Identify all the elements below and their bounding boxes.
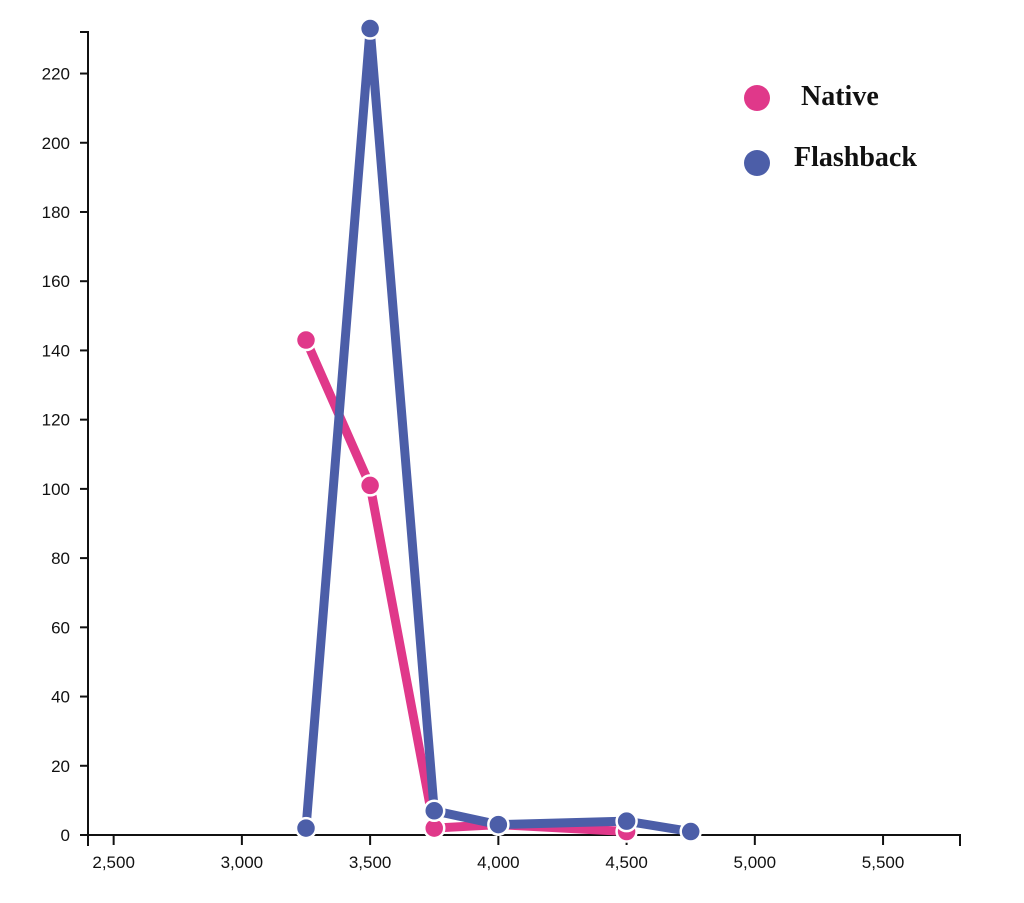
axes: 0 20 40 60 80 100 120 140 160 180 200 220 2,500 3,00… bbox=[42, 31, 961, 872]
legend-label-native: Native bbox=[801, 81, 879, 112]
x-tick-label: 3,500 bbox=[349, 853, 392, 872]
data-point-native bbox=[294, 328, 318, 352]
series-line-flashback bbox=[301, 28, 692, 836]
x-ticks: 2,500 3,000 3,500 4,000 4,500 5,000 5,500 bbox=[92, 835, 904, 872]
data-point-flashback bbox=[679, 820, 702, 843]
legend-item-flashback: Flashback bbox=[744, 142, 917, 176]
legend-dot-flashback bbox=[744, 150, 770, 176]
series-line-native bbox=[301, 338, 627, 837]
y-axis-line bbox=[80, 31, 89, 836]
y-tick-label: 220 bbox=[42, 65, 70, 84]
y-tick-label: 120 bbox=[42, 411, 70, 430]
y-tick-label: 140 bbox=[42, 341, 70, 360]
data-point-native bbox=[358, 474, 382, 497]
legend-item-native: Native bbox=[744, 81, 879, 112]
y-tick-label: 160 bbox=[42, 272, 70, 291]
y-tick-label: 180 bbox=[42, 203, 70, 222]
data-point-flashback bbox=[358, 17, 382, 40]
y-ticks: 0 20 40 60 80 100 120 140 160 180 200 220 bbox=[42, 65, 88, 845]
legend: Native Flashback bbox=[744, 81, 917, 176]
x-tick-label: 5,000 bbox=[734, 853, 777, 872]
legend-dot-native bbox=[744, 85, 770, 111]
y-tick-label: 80 bbox=[51, 549, 70, 568]
x-tick-label: 3,000 bbox=[221, 853, 264, 872]
data-point-flashback bbox=[294, 816, 318, 840]
data-point-flashback bbox=[422, 799, 446, 823]
y-tick-label: 100 bbox=[42, 480, 70, 499]
y-tick-label: 60 bbox=[51, 618, 70, 637]
x-tick-label: 4,000 bbox=[477, 853, 520, 872]
x-axis-line bbox=[87, 834, 961, 846]
series-flashback bbox=[294, 17, 702, 843]
data-point-flashback bbox=[487, 813, 510, 836]
x-tick-label: 5,500 bbox=[862, 853, 905, 872]
data-point-flashback bbox=[615, 809, 638, 833]
series-native bbox=[294, 328, 638, 843]
legend-label-flashback: Flashback bbox=[794, 142, 917, 173]
y-tick-label: 20 bbox=[51, 757, 70, 776]
y-tick-label: 40 bbox=[51, 688, 70, 707]
y-tick-label: 0 bbox=[61, 826, 70, 845]
y-tick-label: 200 bbox=[42, 134, 70, 153]
series-layer bbox=[294, 17, 702, 843]
x-tick-label: 2,500 bbox=[92, 853, 135, 872]
x-tick-label: 4,500 bbox=[605, 853, 648, 872]
